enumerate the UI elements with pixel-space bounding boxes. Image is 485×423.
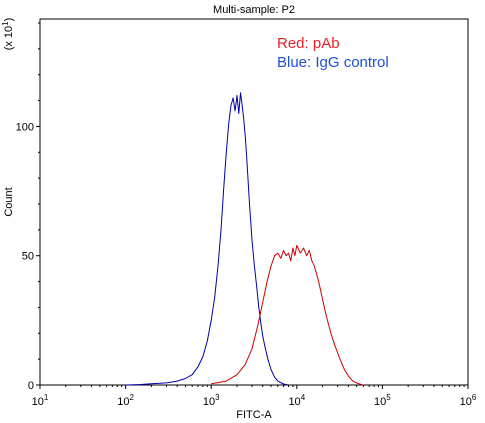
y-multiplier-exponent: 1 [1, 21, 10, 26]
x-tick-label: 102 [117, 393, 134, 408]
y-axis-title: Count [3, 187, 15, 216]
legend-annotation-red: Red: pAb [277, 35, 340, 52]
plot-frame [39, 18, 469, 386]
y-multiplier-suffix: ) [3, 18, 15, 22]
x-axis-ticks: 101 102 103 104 105 106 [32, 385, 477, 408]
chart-title: Multi-sample: P2 [213, 4, 295, 16]
y-tick-label: 100 [16, 121, 34, 133]
x-tick-label: 103 [203, 393, 220, 408]
series-line-igg-control [125, 92, 289, 386]
x-tick-label: 104 [288, 393, 305, 408]
x-tick-label: 106 [460, 393, 477, 408]
series-layer [125, 92, 364, 386]
x-tick-label: 101 [32, 393, 49, 408]
x-tick-label: 105 [374, 393, 391, 408]
y-multiplier-prefix: (x 10 [3, 26, 15, 50]
x-axis-title: FITC-A [236, 409, 272, 421]
y-tick-label: 0 [28, 380, 34, 392]
legend-annotation-blue: Blue: IgG control [277, 54, 389, 71]
y-axis-multiplier: (x 101) [1, 18, 15, 51]
series-line-pab [211, 244, 364, 386]
y-tick-label: 50 [22, 251, 34, 263]
y-axis-ticks: 0 50 100 [16, 22, 40, 392]
